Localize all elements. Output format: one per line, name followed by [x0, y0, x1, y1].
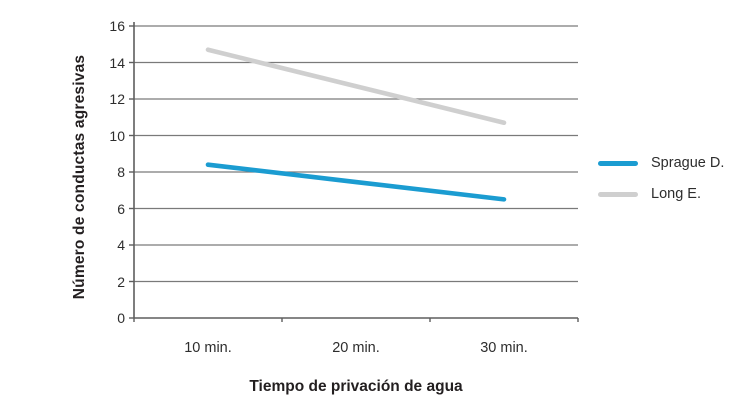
y-tick-label: 2 [117, 273, 125, 290]
gridlines-group [134, 25, 578, 283]
legend-label: Sprague D. [651, 155, 725, 171]
y-tick-label: 14 [109, 54, 125, 71]
y-tick-label: 0 [117, 310, 125, 326]
legend-item: Long E. [598, 185, 724, 203]
y-tick-label: 10 [109, 127, 125, 144]
series-line-long-e- [205, 47, 507, 126]
y-tick-label: 16 [109, 18, 125, 34]
y-tick-label: 8 [117, 164, 125, 180]
y-tick-label: 6 [117, 200, 125, 217]
data-series-group [205, 47, 507, 202]
x-axis-title: Tiempo de privación de agua [249, 378, 463, 395]
y-tick-label: 12 [109, 91, 125, 107]
legend: Sprague D. Long E. [598, 154, 724, 203]
axes-group [129, 22, 579, 322]
series-line-sprague-d- [205, 162, 507, 202]
legend-swatch-icon [598, 191, 638, 197]
y-tick-label: 4 [117, 237, 125, 253]
legend-swatch-icon [598, 160, 638, 166]
legend-item: Sprague D. [598, 154, 724, 172]
x-tick-label: 30 min. [480, 340, 528, 356]
x-tick-label: 20 min. [332, 340, 380, 356]
legend-label: Long E. [651, 186, 701, 202]
x-tick-label: 10 min. [184, 340, 232, 356]
